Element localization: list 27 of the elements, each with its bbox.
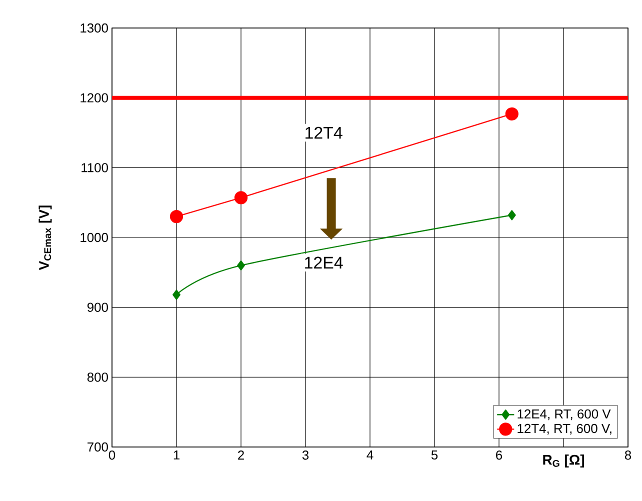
y-tick-label: 900 (87, 302, 108, 312)
annotation: 12E4 (305, 256, 343, 269)
x-tick-label: 3 (302, 450, 309, 460)
y-tick-label: 1100 (82, 163, 108, 172)
x-tick-label: 6 (496, 450, 502, 460)
text: V$_{CEmax}$ [V] (38, 206, 52, 270)
x-tick-label: 1 (174, 450, 180, 460)
y-tick-label: 1000 (80, 232, 108, 242)
legend-label: 12E4, RT, 600 V (518, 409, 611, 420)
y-tick-label: 700 (88, 442, 108, 452)
y-tick-label: 1200 (80, 93, 108, 102)
point (508, 210, 516, 220)
x-tick-label: 4 (366, 450, 374, 460)
x-tick-label: 0 (108, 450, 116, 460)
x-tick-label: 5 (431, 450, 438, 460)
point (234, 191, 248, 204)
x-tick-label: 2 (238, 450, 244, 460)
legend-label: 12T4, RT, 600 V, (518, 424, 612, 435)
point (505, 107, 518, 120)
x-tick-label: 8 (624, 450, 632, 460)
y-tick-label: 1300 (80, 23, 108, 33)
y-tick-label: 800 (87, 372, 108, 382)
point (237, 260, 245, 271)
text: R$_{G}$ [Ω] (543, 454, 584, 468)
point (170, 210, 184, 224)
annotation: 12T4 (306, 126, 342, 139)
point (172, 290, 180, 300)
